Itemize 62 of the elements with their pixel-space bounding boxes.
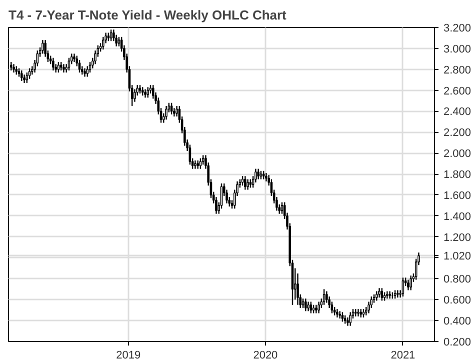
y-tick-label: 1.800 <box>444 169 472 182</box>
y-tick-label: 2.200 <box>444 127 472 140</box>
y-tick-label: 2.400 <box>444 106 472 118</box>
candlestick <box>134 88 136 102</box>
y-tick-label: 0.400 <box>444 316 472 328</box>
candlestick <box>215 196 218 214</box>
chart-title: T4 - 7-Year T-Note Yield - Weekly OHLC Chart <box>8 8 288 22</box>
candlestick <box>304 298 307 312</box>
candlestick <box>257 168 260 180</box>
candlestick <box>20 70 23 82</box>
candlestick <box>349 312 352 326</box>
candlestick <box>318 301 320 314</box>
candlestick <box>202 154 204 166</box>
candlestick <box>378 288 380 298</box>
y-tick-label: 0.800 <box>444 274 472 286</box>
candlestick <box>302 298 304 309</box>
y-tick-label: 1.200 <box>444 232 472 244</box>
candlestick <box>26 72 28 84</box>
y-tick-label: 2.600 <box>444 85 472 98</box>
y-tick-label: 2.800 <box>444 64 472 76</box>
candlestick <box>173 107 176 118</box>
y-tick-label: 3.200 <box>444 22 472 34</box>
candlestick <box>244 176 246 190</box>
candlestick <box>78 59 81 74</box>
candlestick <box>336 308 338 318</box>
candlestick <box>341 312 344 322</box>
y-tick-label: 1.600 <box>444 190 472 202</box>
candlestick <box>254 168 257 184</box>
x-tick-label: 2021 <box>390 350 416 361</box>
candlestick <box>88 61 92 74</box>
candlestick <box>241 176 244 186</box>
candlestick <box>407 279 410 291</box>
candlestick <box>23 74 26 84</box>
y-tick-label: 2.000 <box>444 148 472 160</box>
candlestick <box>165 105 168 120</box>
y-tick-label: 1.400 <box>444 210 472 223</box>
candlestick <box>310 301 312 314</box>
candlestick <box>375 290 378 302</box>
x-tick-label: 2020 <box>253 350 278 361</box>
candlestick <box>52 57 54 72</box>
y-tick-label: 0.600 <box>444 294 472 307</box>
candlestick <box>328 296 330 309</box>
y-tick-label: 0.200 <box>444 336 472 348</box>
candlestick <box>410 274 412 291</box>
candlestick <box>307 301 310 312</box>
candlestick <box>246 178 249 190</box>
candlestick <box>199 158 202 170</box>
candlestick <box>146 86 150 98</box>
y-tick-label: 1.020 <box>444 250 472 263</box>
candlestick <box>28 68 31 80</box>
candlestick <box>357 308 360 317</box>
candlestick <box>57 61 60 74</box>
y-tick-label: 3.000 <box>444 43 472 56</box>
candlestick <box>338 310 341 320</box>
candlestick <box>42 39 44 54</box>
candlestick <box>102 36 104 50</box>
candlestick <box>396 290 399 298</box>
x-tick-label: 2019 <box>116 350 141 361</box>
candlestick <box>370 296 373 309</box>
candlestick <box>94 50 96 65</box>
candlestick <box>170 102 173 115</box>
candlestick <box>86 66 89 78</box>
